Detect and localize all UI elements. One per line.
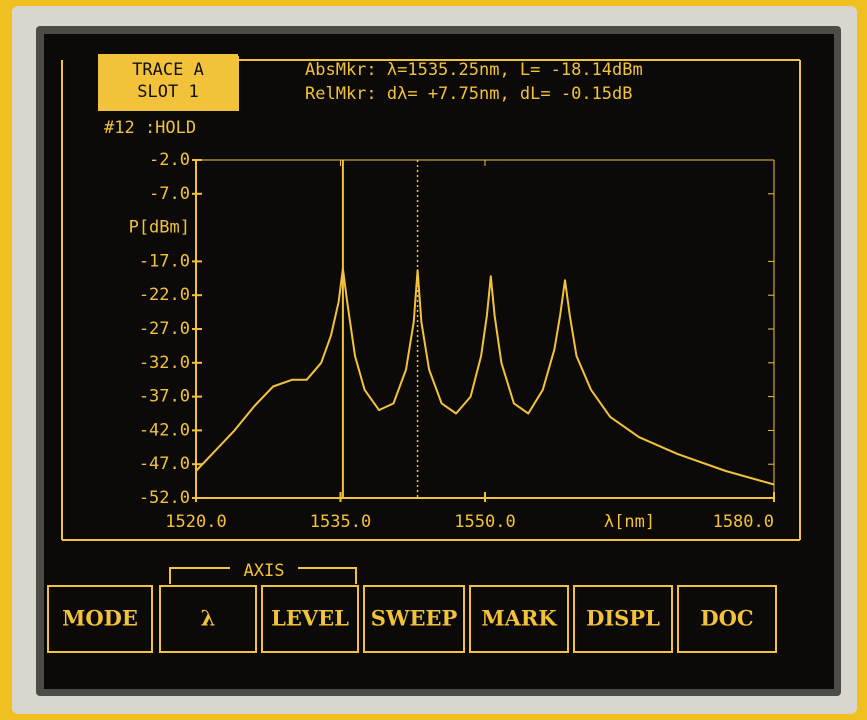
y-tick-label: -52.0: [139, 488, 190, 508]
trace-label: TRACE A: [132, 60, 204, 80]
y-tick-label: -27.0: [139, 319, 190, 339]
trace: [195, 267, 775, 486]
softkey-label: DISPL: [586, 606, 660, 631]
y-axis-label: P[dBm]: [129, 218, 190, 238]
rel-marker: RelMkr: dλ= +7.75nm, dL= -0.15dB: [305, 84, 633, 104]
y-tick-label: -47.0: [139, 454, 190, 474]
trace-box: [98, 54, 238, 110]
abs-marker: AbsMkr: λ=1535.25nm, L= -18.14dBm: [305, 60, 643, 80]
x-tick-label: 1580.0: [713, 512, 774, 532]
softkey-label: LEVEL: [271, 606, 349, 631]
softkey-label: MARK: [481, 606, 557, 631]
softkey-label: λ: [201, 606, 216, 631]
softkey-frame: [261, 585, 359, 653]
x-tick-label: 1535.0: [310, 512, 371, 532]
y-tick-label: -2.0: [149, 150, 190, 170]
softkey-label: SWEEP: [371, 606, 458, 631]
screen: [44, 34, 834, 689]
y-tick-label: -37.0: [139, 387, 190, 407]
axis-bracket: [169, 567, 230, 584]
softkey-frame: [677, 585, 777, 653]
y-tick-label: -32.0: [139, 353, 190, 373]
softkey-label: DOC: [700, 606, 753, 631]
axis-group-label: AXIS: [244, 561, 285, 581]
y-tick-label: -22.0: [139, 285, 190, 305]
x-axis-label: λ[nm]: [604, 512, 655, 532]
slot-label: SLOT 1: [137, 82, 198, 102]
softkey[interactable]: MARK: [469, 585, 569, 653]
y-tick-label: -17.0: [139, 251, 190, 271]
status: #12 :HOLD: [104, 118, 196, 138]
softkey-frame: [47, 585, 153, 653]
softkey-frame: [573, 585, 673, 653]
y-tick-label: -42.0: [139, 420, 190, 440]
softkey[interactable]: DOC: [677, 585, 777, 653]
axis-bracket: [298, 567, 357, 584]
x-tick-label: 1550.0: [454, 512, 515, 532]
y-tick-label: -7.0: [149, 184, 190, 204]
softkey[interactable]: LEVEL: [261, 585, 359, 653]
softkey[interactable]: MODE: [47, 585, 153, 653]
softkey[interactable]: λ: [159, 585, 257, 653]
x-tick-label: 1520.0: [165, 512, 226, 532]
softkey-frame: [159, 585, 257, 653]
softkey-label: MODE: [62, 606, 138, 631]
header-rule: [98, 56, 239, 111]
softkey-frame: [363, 585, 465, 653]
softkey[interactable]: DISPL: [573, 585, 673, 653]
softkey[interactable]: SWEEP: [363, 585, 465, 653]
softkey-frame: [469, 585, 569, 653]
